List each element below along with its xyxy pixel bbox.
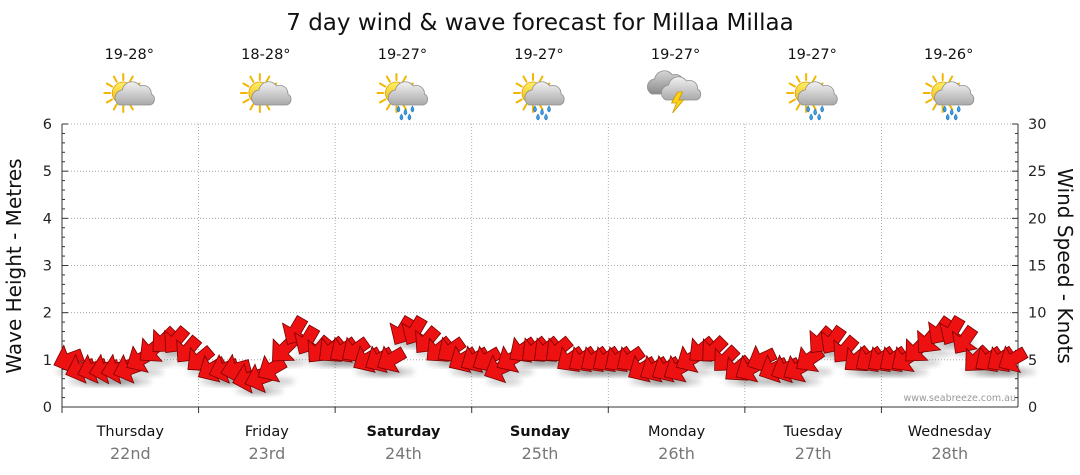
y-left-tick-label: 4 [43,211,52,227]
y-right-tick-label: 15 [1028,259,1046,275]
day-date-label: 22nd [110,444,151,463]
day-date-label: 28th [931,444,968,463]
day-date-label: 27th [795,444,832,463]
y-left-tick-label: 2 [43,306,52,322]
rain-drops-icon [396,105,415,121]
temperature-range-label: 19-27° [787,47,836,63]
day-name-label: Wednesday [908,424,992,440]
day-date-label: 24th [385,444,422,463]
cloud-icon [524,81,565,106]
weather-showers-icon [786,73,838,121]
y-right-tick-label: 25 [1028,164,1046,180]
watermark: www.seabreeze.com.au [904,393,1017,404]
temperature-range-label: 19-27° [378,47,427,63]
weather-storm-icon [646,70,702,114]
lightning-icon [670,91,685,114]
cloud-icon [934,81,975,106]
weather-showers-icon [922,73,975,121]
cloud-icon [251,81,292,106]
y-axis-left-label: Wave Height - Metres [2,158,26,373]
cloud-icon [660,76,702,101]
chart-title: 7 day wind & wave forecast for Millaa Mi… [286,10,793,36]
temperature-range-label: 19-27° [514,47,563,63]
y-right-tick-label: 0 [1028,400,1037,416]
weather-showers-icon [376,73,428,121]
y-right-tick-label: 5 [1028,353,1037,369]
day-axis-labels: Thursday 22nd Friday 23rd Saturday 24th Sunday… [61,407,992,463]
wind-arrow-series: 5 knots4 knots4 knots4 knots4 knots4 kno… [53,314,1037,395]
weather-row: 19-28° 18-28° 19-27° 19-27° 19-27° 19-27° 19-2… [103,47,975,121]
rain-drops-icon [806,105,824,121]
y-axis-right-label: Wind Speed - Knots [1053,168,1077,364]
cloud-icon [797,81,838,106]
weather-showers-icon [513,73,565,121]
chart-grid [62,123,1018,407]
day-date-label: 26th [658,444,695,463]
temperature-range-label: 18-28° [241,47,290,63]
day-name-label: Monday [648,424,706,440]
temperature-range-label: 19-28° [105,47,154,63]
day-date-label: 25th [522,444,559,463]
cloud-icon [114,81,155,106]
temperature-range-label: 19-27° [651,47,700,63]
temperature-range-label: 19-26° [924,47,973,63]
day-name-label: Saturday [367,424,441,440]
y-left-tick-label: 0 [43,400,52,416]
day-name-label: Sunday [510,424,571,440]
y-left-tick-label: 5 [43,164,52,180]
weather-partly-cloudy-icon [103,73,155,113]
day-date-label: 23rd [248,444,285,463]
cloud-icon [387,81,428,106]
day-name-label: Friday [245,424,289,440]
wind-arrow-marker: 5 knots [998,345,1029,373]
wind-arrow-marker: 5 knots [377,345,408,373]
y-left-tick-label: 1 [43,353,52,369]
day-name-label: Thursday [96,424,165,440]
weather-partly-cloudy-icon [239,73,292,113]
y-right-tick-label: 20 [1028,211,1046,227]
y-right-tick-label: 10 [1028,306,1046,322]
wind-arrow-marker: 7 knots [951,324,979,354]
rain-drops-icon [533,105,551,121]
rain-drops-icon [942,105,961,121]
y-right-tick-label: 30 [1028,117,1046,133]
y-left-tick-label: 3 [43,259,52,275]
y-left-tick-label: 6 [43,117,52,133]
day-name-label: Tuesday [783,424,843,440]
